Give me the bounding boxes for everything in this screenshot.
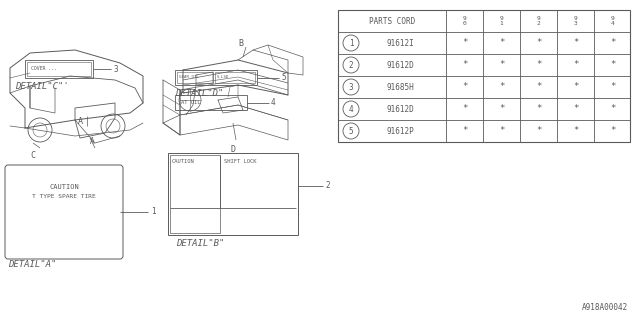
Text: *: *	[573, 38, 578, 47]
Text: *: *	[573, 83, 578, 92]
Text: *: *	[610, 38, 615, 47]
Text: *: *	[462, 126, 467, 135]
Text: DETAIL"A": DETAIL"A"	[8, 260, 56, 269]
Text: PARTS CORD: PARTS CORD	[369, 17, 415, 26]
Bar	[175, 70, 257, 85]
Text: 9
3: 9 3	[573, 16, 577, 26]
Bar	[170, 155, 220, 233]
Text: *: *	[573, 60, 578, 69]
Text: T TYPE SPARE TIRE: T TYPE SPARE TIRE	[32, 194, 96, 199]
Text: COVER ...: COVER ...	[31, 67, 57, 71]
Text: CAUTION: CAUTION	[49, 184, 79, 190]
Text: 91612P: 91612P	[386, 126, 414, 135]
Text: *: *	[536, 38, 541, 47]
Text: 3: 3	[113, 65, 118, 74]
Text: *: *	[499, 38, 504, 47]
Text: *: *	[536, 105, 541, 114]
Text: 91685H: 91685H	[386, 83, 414, 92]
Text: *: *	[462, 60, 467, 69]
Text: *: *	[610, 60, 615, 69]
Text: 9
1: 9 1	[500, 16, 504, 26]
Text: SHIFT LOCK: SHIFT LOCK	[224, 159, 257, 164]
Text: 91612D: 91612D	[386, 60, 414, 69]
Text: *: *	[573, 126, 578, 135]
Text: GEAR OIL: GEAR OIL	[179, 76, 199, 79]
Text: S-LSD: S-LSD	[217, 76, 230, 79]
Text: C: C	[31, 151, 35, 160]
Bar	[338, 10, 630, 142]
Text: 5: 5	[349, 126, 353, 135]
Text: D: D	[230, 145, 236, 154]
Text: 4: 4	[271, 98, 276, 107]
Text: A918A00042: A918A00042	[582, 303, 628, 312]
Text: 91612I: 91612I	[386, 38, 414, 47]
Text: 4: 4	[349, 105, 353, 114]
Text: *: *	[462, 83, 467, 92]
Text: *: *	[499, 105, 504, 114]
Text: AT OIL: AT OIL	[181, 100, 200, 105]
Text: DETAIL"B": DETAIL"B"	[176, 239, 225, 248]
Text: *: *	[499, 83, 504, 92]
Bar	[168, 153, 298, 235]
Text: *: *	[536, 126, 541, 135]
Text: *: *	[610, 105, 615, 114]
Text: CAUTION: CAUTION	[172, 159, 195, 164]
Text: DETAIL"D": DETAIL"D"	[175, 89, 223, 98]
Text: 1: 1	[349, 38, 353, 47]
Text: 9
2: 9 2	[536, 16, 540, 26]
Bar	[177, 72, 213, 83]
Text: *: *	[462, 105, 467, 114]
Text: *: *	[573, 105, 578, 114]
Text: 91612D: 91612D	[386, 105, 414, 114]
Text: DETAIL"C"': DETAIL"C"'	[15, 82, 68, 91]
Text: *: *	[610, 83, 615, 92]
Text: *: *	[462, 38, 467, 47]
Text: 5: 5	[281, 73, 285, 82]
Bar	[25, 60, 93, 78]
Text: *: *	[499, 126, 504, 135]
Text: *: *	[499, 60, 504, 69]
Text: B: B	[239, 38, 243, 47]
Text: 1: 1	[151, 207, 156, 217]
Text: 3: 3	[349, 83, 353, 92]
Bar	[215, 72, 255, 83]
Text: 2: 2	[349, 60, 353, 69]
Text: 2: 2	[325, 181, 330, 190]
Text: A: A	[90, 137, 95, 146]
Text: *: *	[610, 126, 615, 135]
Text: 9
0: 9 0	[463, 16, 467, 26]
Text: *: *	[536, 60, 541, 69]
Bar	[27, 62, 91, 76]
Text: *: *	[536, 83, 541, 92]
Text: A: A	[77, 116, 83, 125]
Bar	[175, 95, 247, 110]
Text: 9
4: 9 4	[611, 16, 614, 26]
